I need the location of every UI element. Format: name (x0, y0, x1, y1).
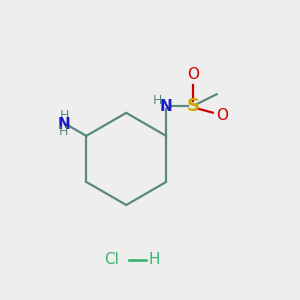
Text: N: N (160, 99, 172, 114)
Text: O: O (217, 108, 229, 123)
Text: H: H (148, 253, 160, 268)
Text: H: H (60, 109, 69, 122)
Text: H: H (153, 94, 163, 107)
Text: H: H (59, 125, 68, 138)
Text: S: S (186, 97, 200, 115)
Text: O: O (187, 67, 199, 82)
Text: N: N (58, 117, 70, 132)
Text: Cl: Cl (104, 253, 119, 268)
